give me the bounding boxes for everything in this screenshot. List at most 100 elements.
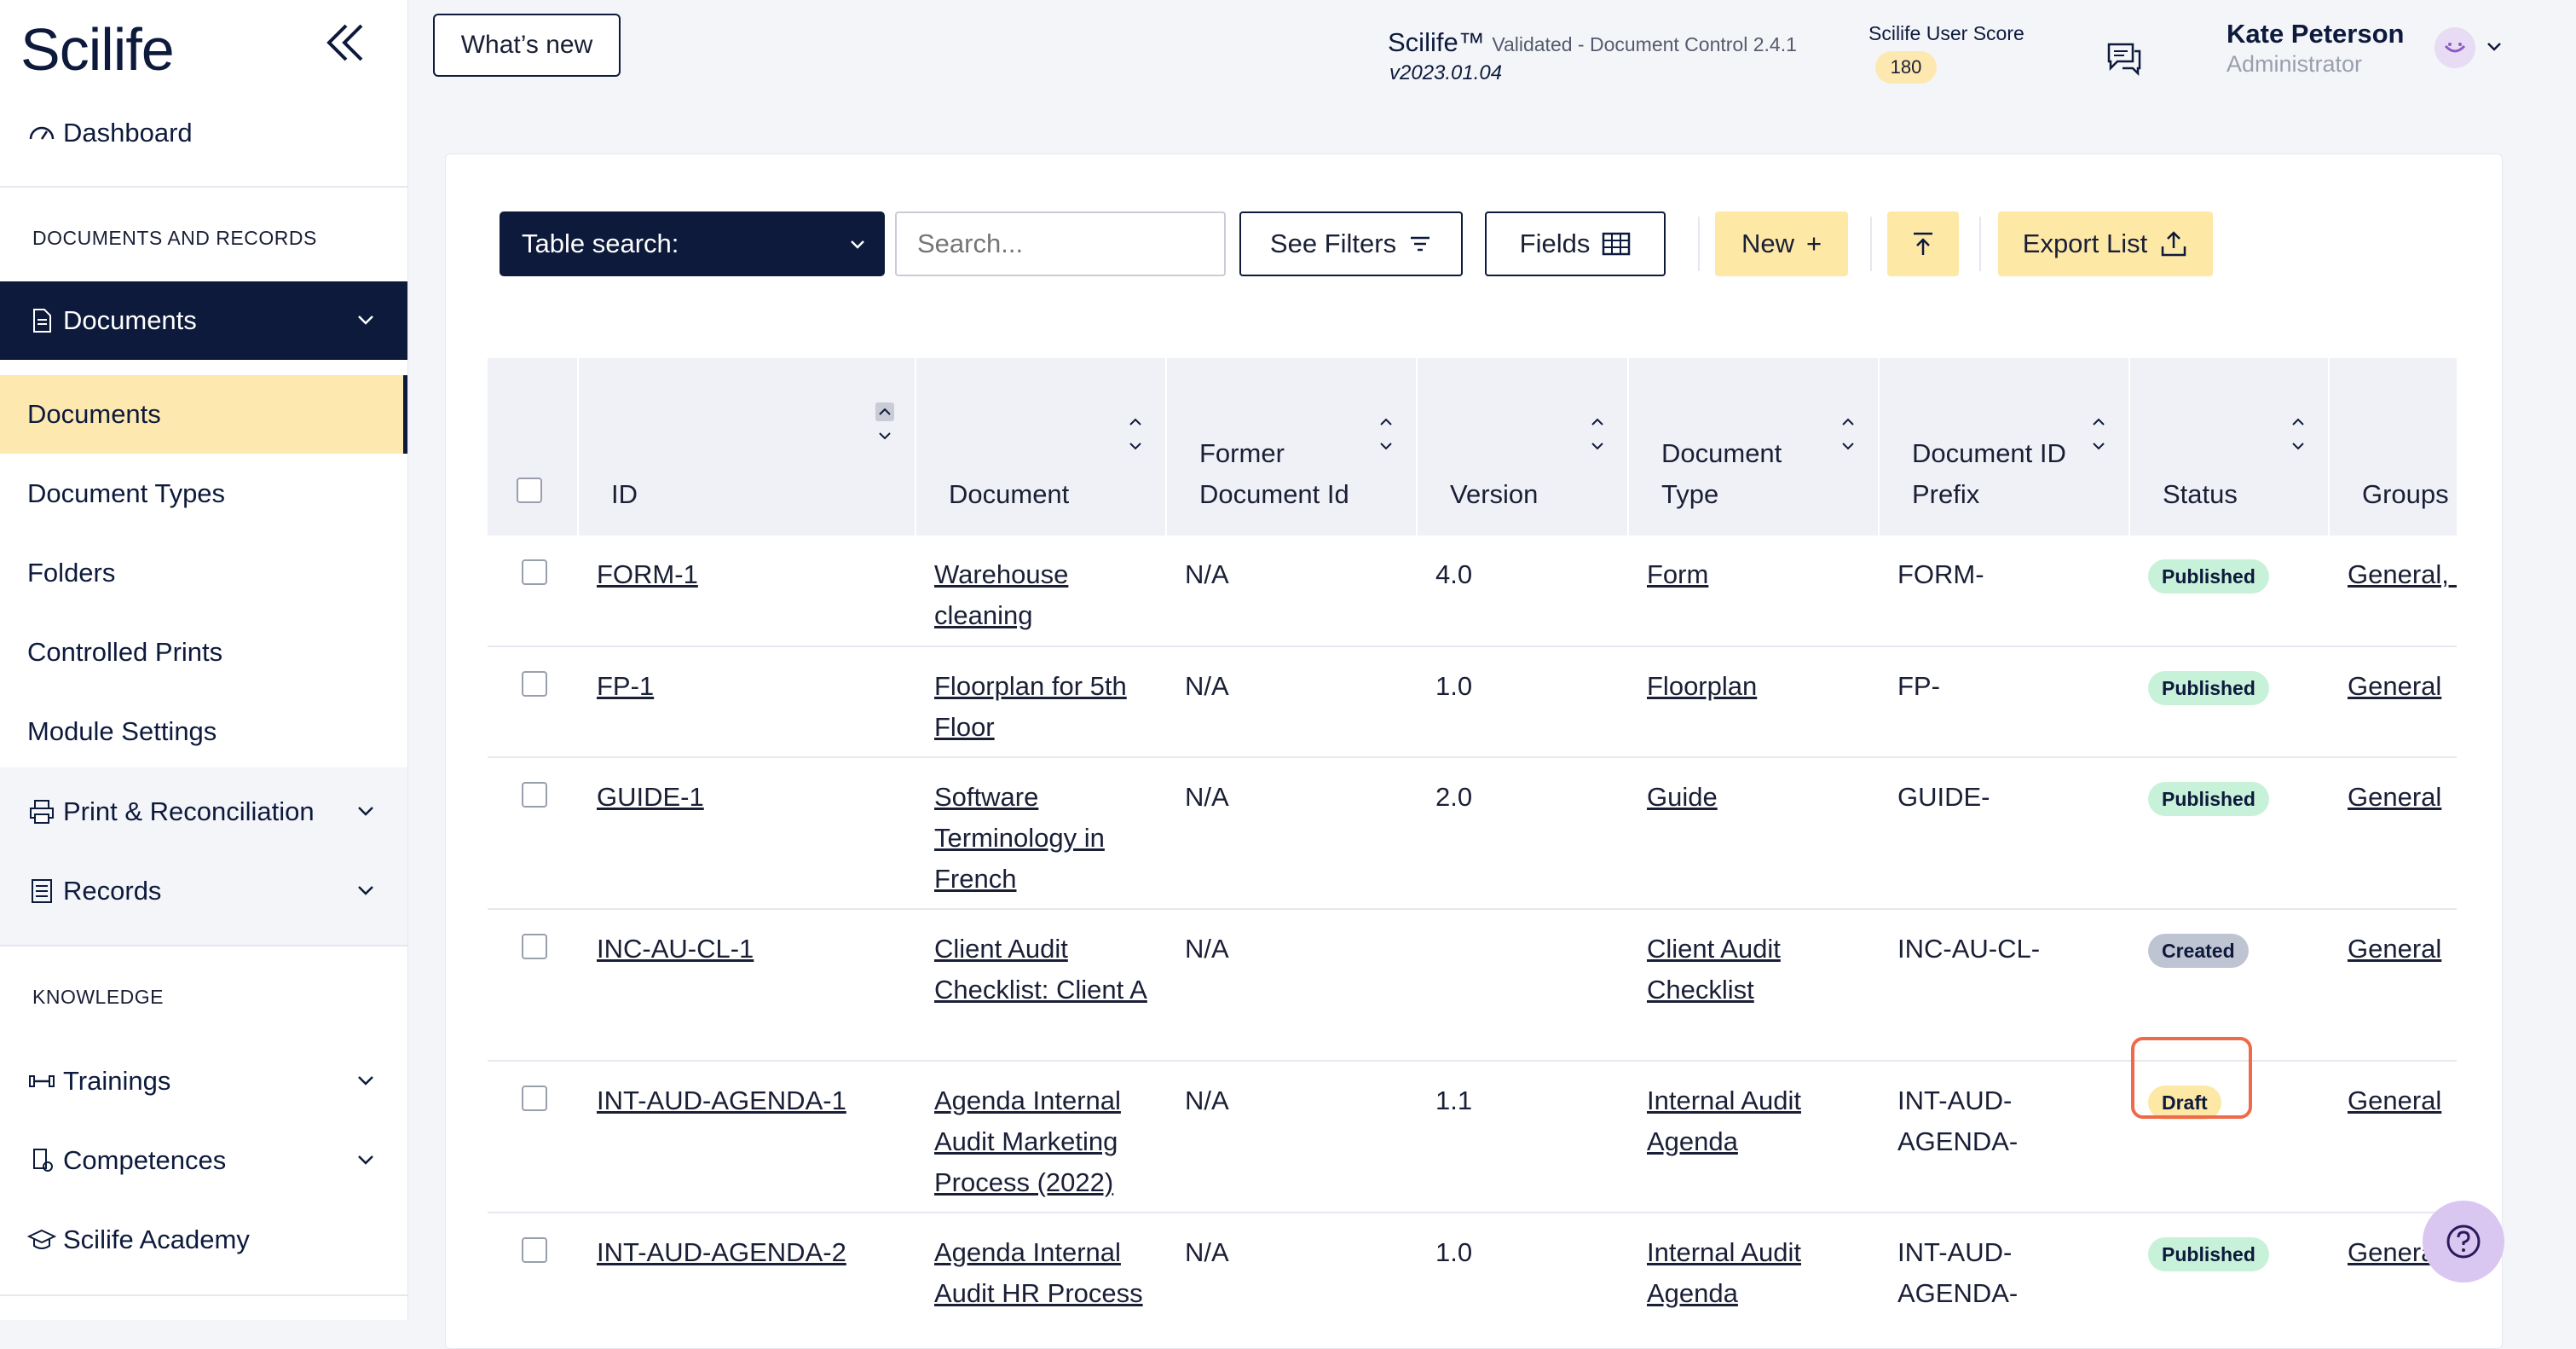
sidebar-item-label: Print & Reconciliation [63, 796, 315, 826]
whats-new-button[interactable]: What’s new [433, 14, 621, 77]
document-type-link[interactable]: Client Audit Checklist [1647, 934, 1781, 1005]
select-all-checkbox[interactable] [517, 478, 542, 503]
section-label-documents: DOCUMENTS AND RECORDS [32, 227, 317, 249]
groups-link[interactable]: General [2348, 934, 2442, 964]
column-header-status[interactable]: Status [2129, 358, 2330, 536]
search-input[interactable] [895, 211, 1226, 276]
chevron-down-icon[interactable] [2486, 38, 2503, 55]
row-checkbox[interactable] [522, 559, 547, 585]
user-name[interactable]: Kate Peterson [2227, 19, 2405, 49]
sort-icon[interactable] [2089, 413, 2108, 460]
sidebar-divider [0, 186, 407, 188]
export-list-button[interactable]: Export List [1998, 211, 2213, 276]
sidebar-item-trainings[interactable]: Trainings [0, 1042, 407, 1120]
document-type-link[interactable]: Form [1647, 559, 1709, 589]
sidebar-item-print-reconciliation[interactable]: Print & Reconciliation [0, 773, 407, 851]
document-version: 1.0 [1417, 1213, 1628, 1320]
records-icon [32, 879, 52, 903]
sidebar-item-documents-group[interactable]: Documents [0, 281, 407, 360]
document-id-link[interactable]: INT-AUD-AGENDA-1 [597, 1086, 846, 1115]
table-row: GUIDE-1 Software Terminology in French N… [488, 757, 2457, 910]
sidebar-item-documents[interactable]: Documents [0, 375, 407, 454]
document-type-link[interactable]: Internal Audit Agenda [1647, 1086, 1801, 1156]
app-subtitle: Validated - Document Control 2.4.1 [1492, 33, 1797, 55]
former-document-id: N/A [1166, 1213, 1417, 1320]
document-id-link[interactable]: INC-AU-CL-1 [597, 934, 754, 964]
dumbbell-icon [29, 1075, 55, 1087]
groups-link[interactable]: General [2348, 1086, 2442, 1115]
sidebar-item-competences[interactable]: Competences [0, 1121, 407, 1200]
sidebar-item-dashboard[interactable]: Dashboard [0, 94, 407, 172]
groups-link[interactable]: General, Global [2348, 559, 2457, 589]
sidebar-item-scilife-academy[interactable]: Scilife Academy [0, 1201, 407, 1279]
sort-icon[interactable] [2289, 413, 2307, 460]
row-checkbox[interactable] [522, 671, 547, 697]
plus-icon: + [1805, 229, 1822, 258]
column-header-label: ID [611, 479, 638, 509]
column-header-version[interactable]: Version [1417, 358, 1629, 536]
chat-icon[interactable] [2104, 39, 2143, 77]
row-select-cell [488, 757, 578, 910]
column-header-document[interactable]: Document [915, 358, 1167, 536]
column-header-id[interactable]: ID [578, 358, 916, 536]
fields-button[interactable]: Fields [1485, 211, 1666, 276]
document-name-link[interactable]: Agenda Internal Audit HR Process (2022) [934, 1237, 1143, 1320]
table-search-select[interactable]: Table search: [500, 211, 885, 276]
document-name-link[interactable]: Agenda Internal Audit Marketing Process … [934, 1086, 1121, 1197]
column-header-document-id-prefix[interactable]: Document ID Prefix [1879, 358, 2130, 536]
export-list-label: Export List [2022, 229, 2148, 258]
new-label: New [1741, 229, 1794, 258]
sort-icon[interactable] [1126, 413, 1145, 460]
export-icon [2161, 231, 2186, 257]
sort-icon[interactable] [1377, 413, 1395, 460]
document-type-link[interactable]: Floorplan [1647, 671, 1758, 701]
sort-icon[interactable] [875, 402, 894, 450]
table-header-row: ID Document Former Document Id Version D… [488, 358, 2457, 536]
document-name-link[interactable]: Software Terminology in French [934, 782, 1105, 894]
row-checkbox[interactable] [522, 782, 547, 808]
row-checkbox[interactable] [522, 1086, 547, 1111]
sidebar-item-label: Documents [63, 305, 197, 335]
groups-link[interactable]: General [2348, 782, 2442, 812]
sidebar-item-folders[interactable]: Folders [0, 534, 407, 612]
row-checkbox[interactable] [522, 1237, 547, 1263]
new-button[interactable]: New + [1715, 211, 1848, 276]
column-header-label: Document Type [1661, 438, 1782, 509]
document-name-link[interactable]: Floorplan for 5th Floor [934, 671, 1127, 742]
document-version: 1.1 [1417, 1061, 1628, 1213]
help-button[interactable] [2423, 1201, 2504, 1282]
document-id-prefix: FP- [1879, 646, 2129, 758]
see-filters-label: See Filters [1269, 229, 1397, 258]
document-type-link[interactable]: Guide [1647, 782, 1718, 812]
column-header-former-document-id[interactable]: Former Document Id [1166, 358, 1418, 536]
document-id-link[interactable]: INT-AUD-AGENDA-2 [597, 1237, 846, 1267]
document-id-link[interactable]: GUIDE-1 [597, 782, 704, 812]
document-id-link[interactable]: FP-1 [597, 671, 655, 701]
sort-icon[interactable] [1839, 413, 1857, 460]
app-version: v2023.01.04 [1389, 61, 1503, 84]
row-checkbox[interactable] [522, 934, 547, 959]
document-name-link[interactable]: Warehouse cleaning [934, 559, 1069, 630]
document-id-prefix: INT-AUD-AGENDA- [1879, 1061, 2129, 1213]
see-filters-button[interactable]: See Filters [1239, 211, 1463, 276]
sidebar-item-label: Scilife Academy [63, 1225, 250, 1254]
column-header-groups[interactable]: Groups [2329, 358, 2457, 536]
sidebar-item-label: Folders [27, 558, 116, 588]
column-header-document-type[interactable]: Document Type [1628, 358, 1880, 536]
sidebar-item-module-settings[interactable]: Module Settings [0, 692, 407, 771]
table-row: FORM-1 Warehouse cleaning N/A 4.0 Form F… [488, 536, 2457, 647]
sidebar-item-records[interactable]: Records [0, 852, 407, 930]
document-name-link[interactable]: Client Audit Checklist: Client A [934, 934, 1147, 1005]
avatar[interactable] [2434, 27, 2475, 68]
sidebar-item-controlled-prints[interactable]: Controlled Prints [0, 613, 407, 692]
collapse-sidebar-icon[interactable] [324, 17, 367, 68]
former-document-id: N/A [1166, 536, 1417, 647]
upload-button[interactable] [1887, 211, 1959, 276]
sort-icon[interactable] [1588, 413, 1607, 460]
sidebar-item-document-types[interactable]: Document Types [0, 454, 407, 533]
groups-link[interactable]: General [2348, 671, 2442, 701]
user-score-label: Scilife User Score [1868, 22, 2024, 44]
sidebar-item-label: Controlled Prints [27, 637, 223, 667]
document-type-link[interactable]: Internal Audit Agenda [1647, 1237, 1801, 1308]
document-id-link[interactable]: FORM-1 [597, 559, 698, 589]
